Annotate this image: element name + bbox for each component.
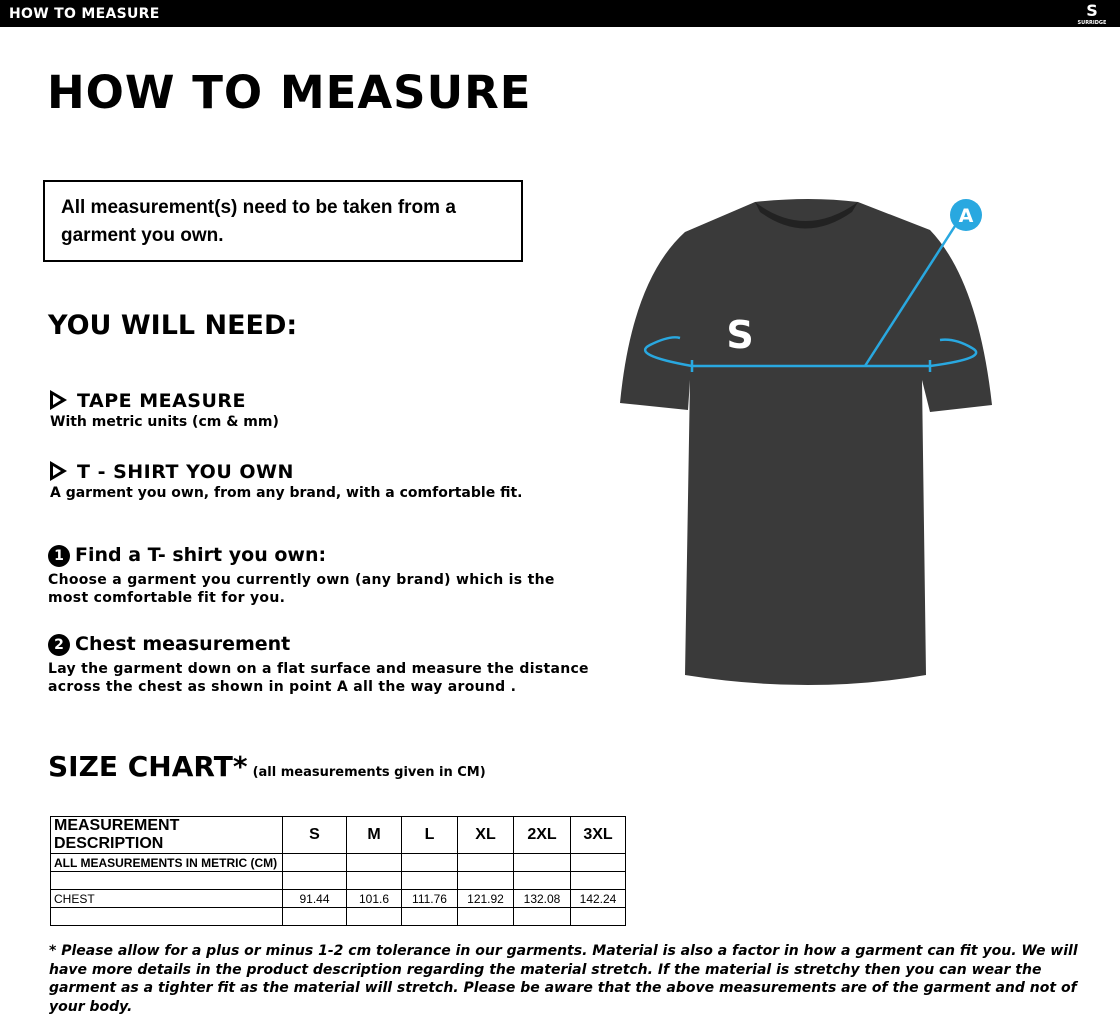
marker-a-label: A [959, 205, 974, 227]
header-cell: M [346, 816, 402, 854]
top-bar: HOW TO MEASURE S SURRIDGE [0, 0, 1120, 27]
header-cell: L [401, 816, 458, 854]
need-title: YOU WILL NEED: [48, 310, 298, 341]
item-desc: With metric units (cm & mm) [50, 414, 279, 430]
marker-a-icon [950, 199, 982, 231]
cell: 91.44 [282, 889, 347, 908]
size-chart-heading: SIZE CHART* (all measurements given in C… [48, 750, 486, 783]
item-title: T - SHIRT YOU OWN [77, 461, 294, 483]
need-item-tshirt: T - SHIRT YOU OWN A garment you own, fro… [50, 461, 522, 501]
cell: CHEST [50, 889, 283, 908]
cell: 142.24 [570, 889, 626, 908]
size-chart-table: MEASUREMENT DESCRIPTION S M L XL 2XL 3XL… [50, 816, 626, 926]
tshirt-diagram: S A [620, 199, 992, 685]
surridge-logo: S SURRIDGE [1078, 1, 1107, 26]
footnote: * Please allow for a plus or minus 1-2 c… [49, 943, 1078, 1015]
tshirt-shape [620, 199, 992, 685]
table-row: CHEST 91.44 101.6 111.76 121.92 132.08 1… [50, 889, 626, 908]
step-title: Find a T- shirt you own: [75, 544, 327, 566]
header-cell: MEASUREMENT DESCRIPTION [50, 816, 283, 854]
step-1: 1 Find a T- shirt you own: Choose a garme… [48, 544, 618, 607]
chest-measure-line [643, 225, 978, 372]
tshirt-logo-icon: S [726, 313, 753, 357]
page-title: HOW TO MEASURE [47, 66, 532, 119]
size-chart-subtitle: (all measurements given in CM) [252, 765, 486, 780]
step-number-icon: 1 [48, 545, 70, 567]
cell: ALL MEASUREMENTS IN METRIC (CM) [50, 853, 283, 872]
cell: 111.76 [401, 889, 458, 908]
size-chart-title: SIZE CHART* [48, 750, 248, 783]
table-row [50, 907, 626, 926]
cell: 121.92 [457, 889, 514, 908]
header-cell: S [282, 816, 347, 854]
cell: 132.08 [513, 889, 571, 908]
cell: 101.6 [346, 889, 402, 908]
svg-text:SURRIDGE: SURRIDGE [1078, 20, 1107, 26]
step-desc: Choose a garment you currently own (any … [48, 572, 555, 606]
header-cell: 3XL [570, 816, 626, 854]
table-header-row: MEASUREMENT DESCRIPTION S M L XL 2XL 3XL [50, 816, 626, 854]
header-cell: XL [457, 816, 514, 854]
play-triangle-icon [50, 461, 67, 481]
step-desc: Lay the garment down on a flat surface a… [48, 661, 589, 695]
header-title: HOW TO MEASURE [9, 6, 160, 22]
svg-text:S: S [1086, 1, 1098, 20]
header-cell: 2XL [513, 816, 571, 854]
table-row [50, 871, 626, 890]
step-number-icon: 2 [48, 634, 70, 656]
item-title: TAPE MEASURE [77, 390, 247, 412]
play-triangle-icon [50, 390, 67, 410]
notice-box: All measurement(s) need to be taken from… [43, 180, 523, 262]
need-item-tape: TAPE MEASURE With metric units (cm & mm) [50, 390, 279, 430]
step-2: 2 Chest measurement Lay the garment down … [48, 633, 618, 696]
table-row: ALL MEASUREMENTS IN METRIC (CM) [50, 853, 626, 872]
item-desc: A garment you own, from any brand, with … [50, 485, 523, 501]
step-title: Chest measurement [75, 633, 291, 655]
